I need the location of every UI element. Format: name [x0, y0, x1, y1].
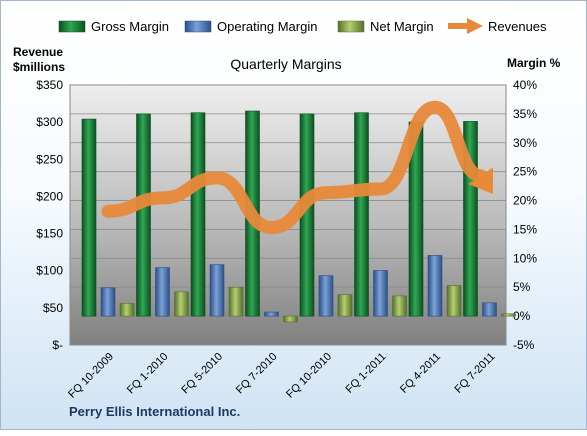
left-axis-ticks: $- $50 $100 $150 $200 $250 $300 $350 — [36, 78, 63, 352]
operating-margin-bar — [210, 265, 224, 316]
net-margin-bar — [120, 303, 134, 316]
gross-margin-bar — [191, 113, 205, 316]
operating-margin-bar — [483, 303, 497, 316]
right-tick-label: 5% — [513, 280, 531, 294]
legend-item-gross-margin: Gross Margin — [59, 19, 169, 34]
operating-margin-bar — [156, 268, 170, 317]
legend-arrowhead — [467, 18, 483, 34]
right-axis-title: Margin % — [507, 56, 561, 70]
right-tick-label: 20% — [513, 194, 537, 208]
legend-swatch-gross-margin — [59, 21, 85, 32]
category-label: FQ 10-2009 — [66, 351, 116, 401]
legend-swatch-net-margin — [338, 21, 364, 32]
right-tick-label: 15% — [513, 222, 537, 236]
net-margin-bar — [284, 316, 298, 322]
category-label: FQ 1-2010 — [125, 351, 171, 397]
category-label: FQ 1-2011 — [344, 351, 389, 396]
legend-label-gross-margin: Gross Margin — [91, 19, 169, 34]
category-label: FQ 5-2010 — [179, 351, 225, 397]
net-margin-bar — [175, 292, 189, 316]
right-tick-label: 40% — [513, 78, 537, 92]
legend-item-revenues: Revenues — [448, 18, 547, 34]
net-margin-bar — [338, 295, 352, 316]
company-name: Perry Ellis International Inc. — [69, 404, 240, 419]
chart-title: Quarterly Margins — [230, 56, 341, 72]
right-axis-ticks: -5%0%5%10%15%20%25%30%35%40% — [513, 78, 537, 352]
left-tick-label: $300 — [36, 115, 63, 129]
left-tick-label: $150 — [36, 227, 63, 241]
left-tick-label: $100 — [36, 264, 63, 278]
legend-item-operating-margin: Operating Margin — [185, 19, 317, 34]
operating-margin-bar — [265, 312, 279, 316]
right-tick-label: 35% — [513, 107, 537, 121]
right-tick-label: -5% — [513, 338, 535, 352]
left-axis-title-line1: Revenue — [13, 45, 63, 59]
right-tick-label: 30% — [513, 136, 537, 150]
right-tick-label: 10% — [513, 251, 537, 265]
category-label: FQ 7-2011 — [453, 351, 498, 396]
left-tick-label: $350 — [36, 78, 63, 92]
right-tick-label: 25% — [513, 165, 537, 179]
net-margin-bar — [229, 287, 243, 316]
gross-margin-bar — [82, 119, 96, 316]
legend-label-operating-margin: Operating Margin — [217, 19, 317, 34]
left-axis-title-line2: $millions — [13, 60, 65, 74]
net-margin-bar — [393, 296, 407, 316]
category-label: FQ 10-2010 — [284, 351, 334, 401]
net-margin-bar — [447, 285, 461, 316]
left-tick-label: $50 — [43, 301, 63, 315]
legend-label-revenues: Revenues — [488, 19, 547, 34]
operating-margin-bar — [374, 270, 388, 316]
operating-margin-bar — [428, 255, 442, 316]
net-margin-bar — [502, 314, 516, 316]
operating-margin-bar — [101, 288, 115, 316]
operating-margin-bar — [319, 276, 333, 316]
legend: Gross Margin Operating Margin Net Margin… — [59, 18, 547, 34]
category-label: FQ 4-2011 — [398, 351, 443, 396]
legend-label-net-margin: Net Margin — [370, 19, 434, 34]
legend-swatch-operating-margin — [185, 21, 211, 32]
category-label: FQ 7-2010 — [234, 351, 280, 397]
left-tick-label: $250 — [36, 152, 63, 166]
left-tick-label: $- — [52, 338, 63, 352]
gross-margin-bar — [137, 114, 151, 316]
gross-margin-bar — [355, 113, 369, 316]
legend-item-net-margin: Net Margin — [338, 19, 434, 34]
left-tick-label: $200 — [36, 189, 63, 203]
